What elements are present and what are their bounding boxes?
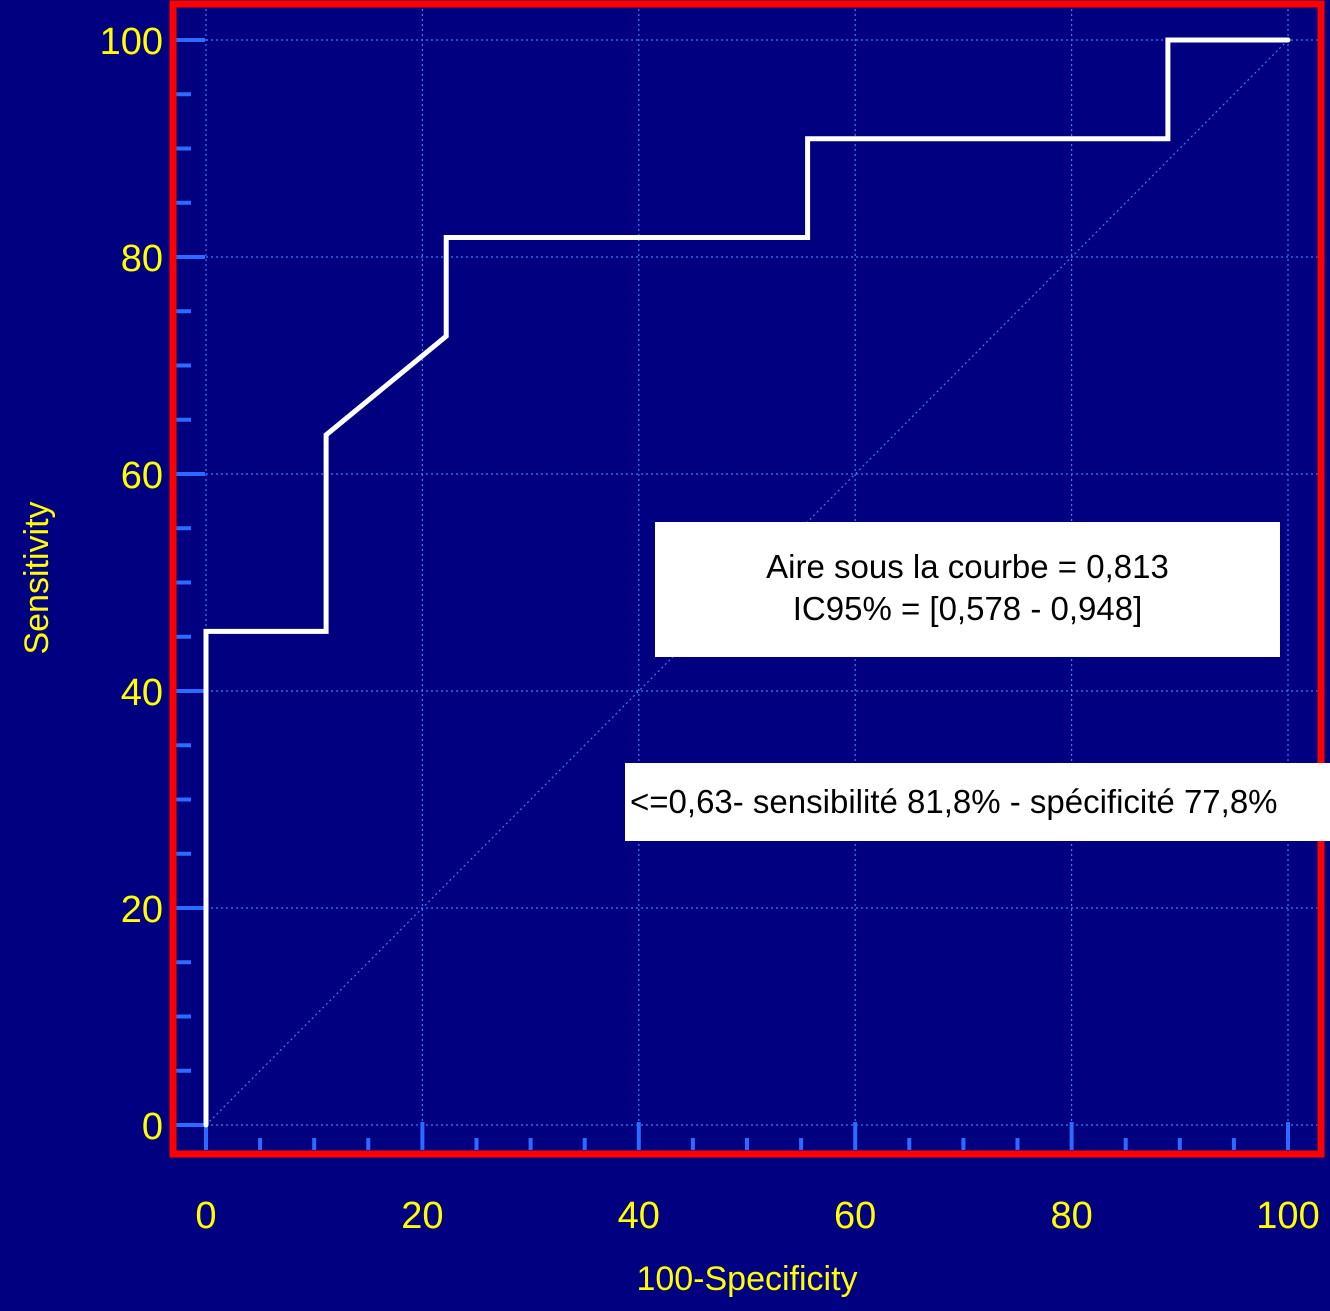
y-tick-label: 60 (121, 455, 163, 497)
x-tick-label: 20 (401, 1195, 443, 1237)
auc-annotation: Aire sous la courbe = 0,813 IC95% = [0,5… (655, 522, 1280, 657)
y-axis-title: Sensitivity (18, 501, 56, 654)
y-tick-label: 20 (121, 889, 163, 931)
cutoff-annotation: <=0,63- sensibilité 81,8% - spécificité … (625, 763, 1330, 841)
x-tick-label: 60 (834, 1195, 876, 1237)
roc-curve-line (203, 37, 1291, 1128)
x-tick-label: 0 (195, 1195, 216, 1237)
plot-frame (169, 0, 1325, 1158)
auc-line: Aire sous la courbe = 0,813 (766, 548, 1169, 585)
grid-lines (176, 4, 1318, 1150)
ci-line: IC95% = [0,578 - 0,948] (792, 590, 1143, 627)
x-tick-label: 40 (618, 1195, 660, 1237)
axis-ticks (176, 38, 1290, 1150)
roc-curve (203, 37, 1291, 1128)
y-tick-label: 80 (121, 238, 163, 280)
x-axis-title: 100-Specificity (636, 1260, 857, 1298)
y-tick-label: 100 (100, 21, 163, 63)
y-tick-label: 40 (121, 672, 163, 714)
x-tick-label: 100 (1256, 1195, 1319, 1237)
y-tick-label: 0 (142, 1106, 163, 1148)
x-tick-label: 80 (1050, 1195, 1092, 1237)
tick-labels: 0 20 40 60 80 100 0 20 40 60 80 100 (100, 21, 1320, 1237)
